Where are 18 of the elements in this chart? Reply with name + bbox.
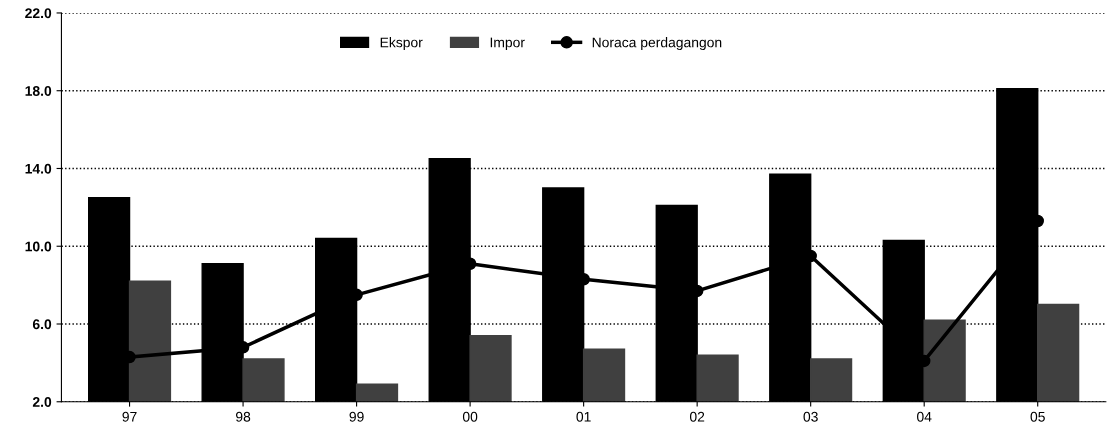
y-tick-label: 10.0 — [25, 241, 52, 252]
x-tick-label: 97 — [122, 411, 137, 422]
y-tick-label: 14.0 — [25, 163, 52, 174]
y-tick-label: 6.0 — [32, 319, 52, 330]
x-tick-label: 99 — [349, 411, 364, 422]
x-tick-label: 00 — [462, 411, 478, 422]
x-tick-label: 01 — [576, 411, 591, 422]
x-tick-label: 02 — [689, 411, 705, 422]
x-tick-label: 04 — [917, 411, 932, 422]
legend-label: Ekspor — [380, 37, 423, 51]
x-tick-label: 98 — [236, 411, 251, 422]
y-tick-label: 22.0 — [25, 8, 52, 19]
x-tick-label: 05 — [1030, 411, 1045, 422]
y-tick-label: 18.0 — [25, 86, 52, 96]
legend-label: Impor — [490, 37, 525, 51]
x-tick-label: 03 — [803, 411, 818, 422]
legend-label: Noraca perdagangon — [592, 37, 722, 51]
y-tick-label: 2.0 — [32, 397, 52, 407]
